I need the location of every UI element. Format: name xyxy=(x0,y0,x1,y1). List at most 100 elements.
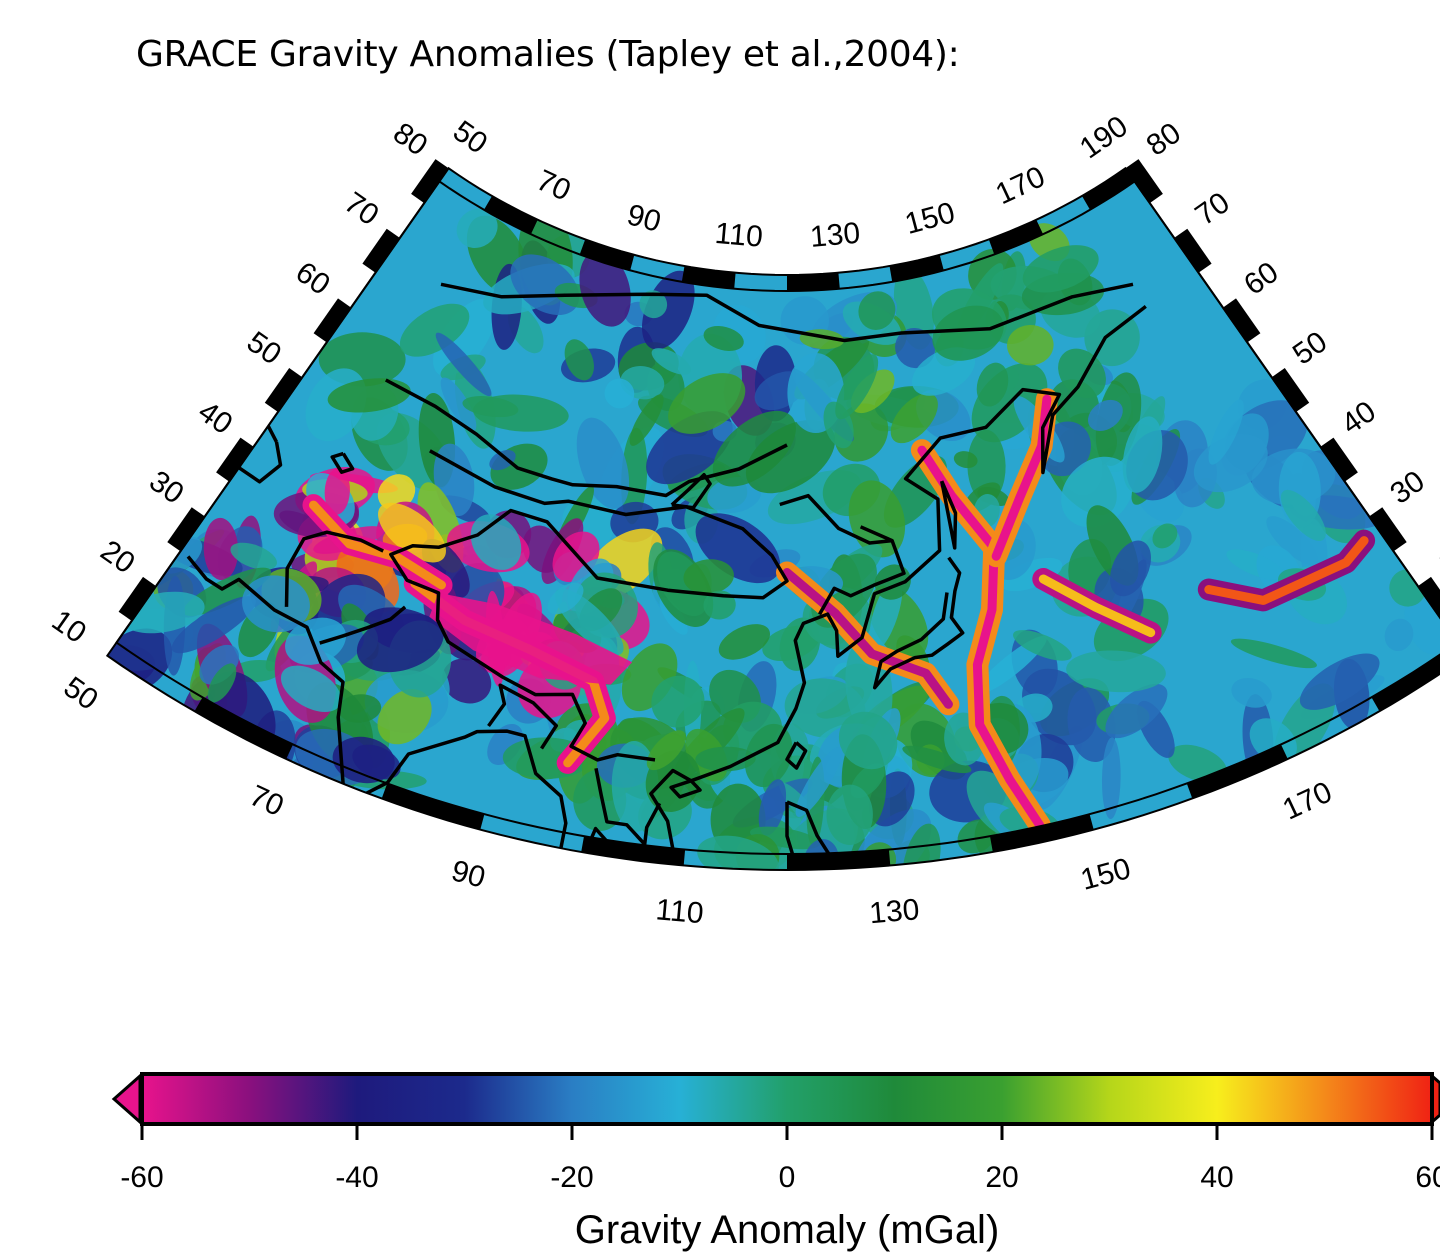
anomaly-blob xyxy=(1110,540,1151,597)
colorbar-tick-label: 60 xyxy=(1415,1161,1440,1194)
frame-side-segment xyxy=(362,228,400,273)
anomaly-blob xyxy=(683,559,734,595)
graticule-label: 110 xyxy=(654,893,705,930)
anomaly-field xyxy=(107,206,1440,871)
frame-top-segment xyxy=(988,219,1044,255)
anomaly-band-inner xyxy=(917,445,1045,830)
frame-side-segment xyxy=(264,368,303,412)
colorbar: -60 -40 -20 0 20 40 60 Gravity Anomaly (mGal) xyxy=(111,1072,1440,1252)
anomaly-blob xyxy=(621,427,648,525)
anomaly-blob xyxy=(285,617,346,665)
anomaly-blob xyxy=(718,624,771,660)
coastline-segment xyxy=(939,480,958,550)
graticule-label: 190 xyxy=(1074,110,1134,166)
anomaly-blob xyxy=(1231,678,1272,708)
coastline-segment xyxy=(319,605,407,645)
anomaly-blob xyxy=(1152,523,1178,549)
anomaly-blob xyxy=(651,348,691,375)
anomaly-blob xyxy=(890,393,938,444)
anomaly-blob xyxy=(462,396,519,418)
colorbar-tick-label: 0 xyxy=(779,1161,796,1194)
frame-side-segment xyxy=(118,576,157,621)
anomaly-blob xyxy=(1007,324,1054,366)
frame-side-segment xyxy=(1369,507,1407,552)
colorbar-left-triangle xyxy=(111,1072,142,1126)
colorbar-tick-label: -60 xyxy=(120,1161,163,1194)
anomaly-blob xyxy=(183,567,272,616)
anomaly-blob xyxy=(171,596,256,654)
anomaly-blob xyxy=(1122,416,1163,493)
graticule-label: 170 xyxy=(991,160,1050,211)
anomaly-blob xyxy=(703,326,744,351)
anomaly-blob xyxy=(762,625,820,662)
frame-side-segment xyxy=(1222,298,1261,343)
frame-top-segment xyxy=(1082,168,1135,210)
frame-bottom-segment xyxy=(787,849,891,870)
anomaly-blob xyxy=(651,675,705,728)
coastline-segment xyxy=(594,767,662,847)
graticule-label: 50 xyxy=(58,671,104,717)
coastline-segment xyxy=(779,493,893,545)
anomaly-blob xyxy=(1067,687,1116,763)
anomaly-blob xyxy=(522,525,563,573)
frame-top-segment xyxy=(787,272,840,291)
anomaly-blob xyxy=(1299,653,1380,710)
anomaly-blob xyxy=(1066,650,1166,693)
graticule-label: 60 xyxy=(290,256,336,302)
map-title: GRACE Gravity Anomalies (Tapley et al.,2… xyxy=(136,34,960,75)
anomaly-blob xyxy=(547,582,584,615)
frame-side-segment xyxy=(1174,228,1212,273)
anomaly-blob xyxy=(758,779,787,836)
colorbar-tick-label: 20 xyxy=(985,1161,1018,1194)
frame-bottom-segment xyxy=(194,697,293,759)
graticule-label: 150 xyxy=(1077,852,1134,897)
graticule-label: 170 xyxy=(1278,776,1337,827)
anomaly-blob xyxy=(440,377,477,432)
colorbar-tick-label: -20 xyxy=(550,1161,593,1194)
anomaly-blob xyxy=(203,517,239,581)
anomaly-blob xyxy=(1249,718,1297,764)
colorbar-ticks: -60 -40 -20 0 20 40 60 xyxy=(120,1124,1440,1194)
anomaly-blob xyxy=(1061,456,1134,528)
anomaly-blob xyxy=(1230,638,1317,669)
graticule-label: 10 xyxy=(46,604,92,650)
anomaly-blob xyxy=(695,746,756,772)
graticule-label: 40 xyxy=(192,395,238,441)
coastline-segment xyxy=(284,530,384,607)
anomaly-blob xyxy=(207,663,237,703)
anomaly-blob xyxy=(470,514,522,570)
anomaly-blob xyxy=(456,208,498,248)
frame-bottom-segment xyxy=(381,783,485,830)
anomaly-blob xyxy=(646,730,686,771)
frame-side-segment xyxy=(411,159,449,204)
anomaly-blob xyxy=(324,467,350,515)
frame-side-segment xyxy=(1320,437,1358,482)
anomaly-blob xyxy=(641,270,695,350)
graticule-label: 50 xyxy=(241,325,287,371)
graticule-label: 130 xyxy=(868,893,921,930)
frame-bottom-segment xyxy=(581,836,686,866)
anomaly-band-inner xyxy=(309,500,446,590)
anomaly-blob xyxy=(442,658,492,704)
anomaly-blob xyxy=(835,354,879,420)
anomaly-blob xyxy=(1087,399,1123,431)
anomaly-blob xyxy=(953,451,978,469)
colorbar-bar xyxy=(140,1072,1434,1126)
graticule-label: 70 xyxy=(244,779,288,823)
frame-side-segment xyxy=(313,298,352,343)
frame-side-segment xyxy=(167,507,205,552)
frame-side-segment xyxy=(1417,576,1440,618)
anomaly-blob xyxy=(902,745,972,774)
frame-top-segment xyxy=(484,196,538,235)
anomaly-blob xyxy=(745,419,836,494)
map-frame xyxy=(105,159,1440,872)
anomaly-blob xyxy=(399,303,470,357)
anomaly-blob xyxy=(850,369,895,414)
coastline-segment xyxy=(440,282,1134,343)
graticule-label: 70 xyxy=(338,186,384,232)
frame-top-segment xyxy=(889,254,944,282)
anomaly-blob xyxy=(435,332,492,397)
anomaly-blob xyxy=(1000,557,1063,592)
graticule-label: 50 xyxy=(447,114,493,160)
anomaly-blob xyxy=(1101,737,1121,819)
